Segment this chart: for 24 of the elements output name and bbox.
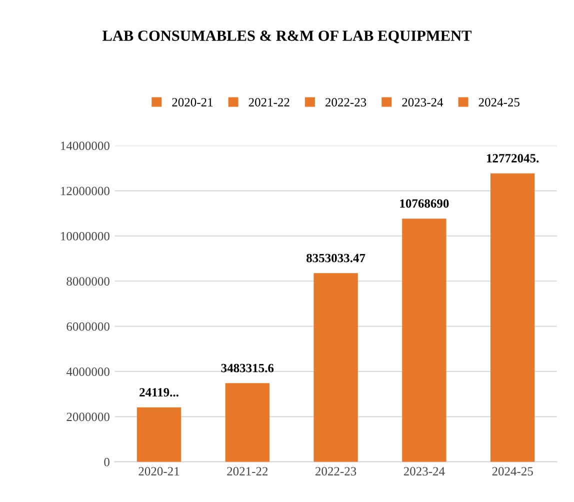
x-tick-label: 2024-25: [492, 467, 533, 476]
chart-title: LAB CONSUMABLES & R&M OF LAB EQUIPMENT: [102, 30, 472, 44]
data-label: 8353033.47: [306, 254, 366, 262]
data-label: 10768690: [400, 199, 449, 208]
x-tick-label: 2023-24: [404, 467, 445, 476]
x-tick-label: 2021-22: [227, 467, 268, 476]
legend-label: 2023-24: [402, 98, 444, 106]
x-tick-label: 2022-23: [316, 467, 356, 476]
y-tick-label: 6000000: [66, 322, 110, 331]
data-label: 12772045.: [487, 154, 539, 162]
y-tick-label: 0: [104, 458, 110, 466]
y-tick-label: 12000000: [61, 186, 110, 196]
legend-label: 2024-25: [478, 98, 520, 106]
y-tick-label: 2000000: [66, 412, 110, 422]
y-tick-label: 8000000: [66, 277, 110, 286]
y-tick-label: 4000000: [66, 368, 110, 376]
data-label: 24119...: [140, 388, 178, 397]
data-label: 3483315.6: [221, 364, 274, 372]
legend-label: 2021-22: [248, 98, 290, 106]
y-tick-label: 10000000: [61, 232, 110, 240]
legend-label: 2020-21: [172, 98, 213, 106]
x-tick-label: 2020-21: [138, 467, 180, 476]
y-tick-label: 14000000: [61, 142, 110, 150]
legend-label: 2022-23: [326, 98, 366, 106]
